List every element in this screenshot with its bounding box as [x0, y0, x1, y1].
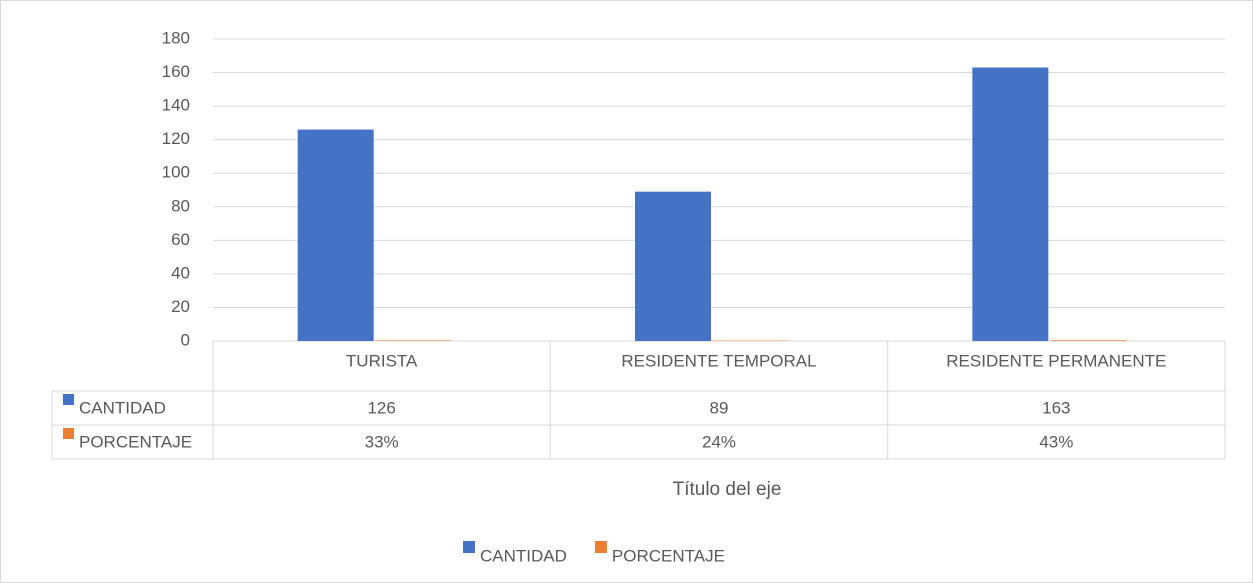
table-value: 89 [710, 398, 729, 417]
legend-label: PORCENTAJE [612, 546, 725, 565]
bar [972, 67, 1049, 342]
axis-title: Título del eje [673, 479, 782, 500]
table-value: 24% [702, 432, 736, 451]
bar [297, 129, 374, 341]
table-legend-key [63, 428, 74, 439]
y-tick-label: 140 [162, 96, 190, 115]
legend-key [463, 541, 475, 553]
y-tick-label: 80 [171, 196, 190, 215]
table-row-label: CANTIDAD [79, 398, 166, 417]
y-tick-label: 20 [171, 297, 190, 316]
y-tick-label: 180 [162, 28, 190, 47]
x-tick-label: TURISTA [346, 351, 418, 370]
table-row-label: PORCENTAJE [79, 432, 192, 451]
bar [1050, 340, 1127, 341]
legend-key [594, 541, 607, 553]
y-tick-label: 0 [181, 330, 190, 349]
legend-label: CANTIDAD [480, 546, 567, 565]
x-tick-label: RESIDENTE PERMANENTE [946, 351, 1166, 370]
table-legend-key [63, 394, 74, 405]
bar [635, 191, 711, 341]
table-value: 163 [1042, 398, 1070, 417]
y-tick-label: 160 [162, 62, 190, 81]
y-tick-label: 40 [171, 263, 190, 282]
y-tick-label: 60 [171, 230, 190, 249]
table-value: 126 [367, 398, 395, 417]
x-tick-label: RESIDENTE TEMPORAL [621, 351, 816, 370]
y-tick-label: 100 [162, 163, 190, 182]
y-tick-label: 120 [162, 129, 190, 148]
table-value: 43% [1039, 432, 1073, 451]
bar [375, 340, 452, 341]
table-value: 33% [365, 432, 399, 451]
